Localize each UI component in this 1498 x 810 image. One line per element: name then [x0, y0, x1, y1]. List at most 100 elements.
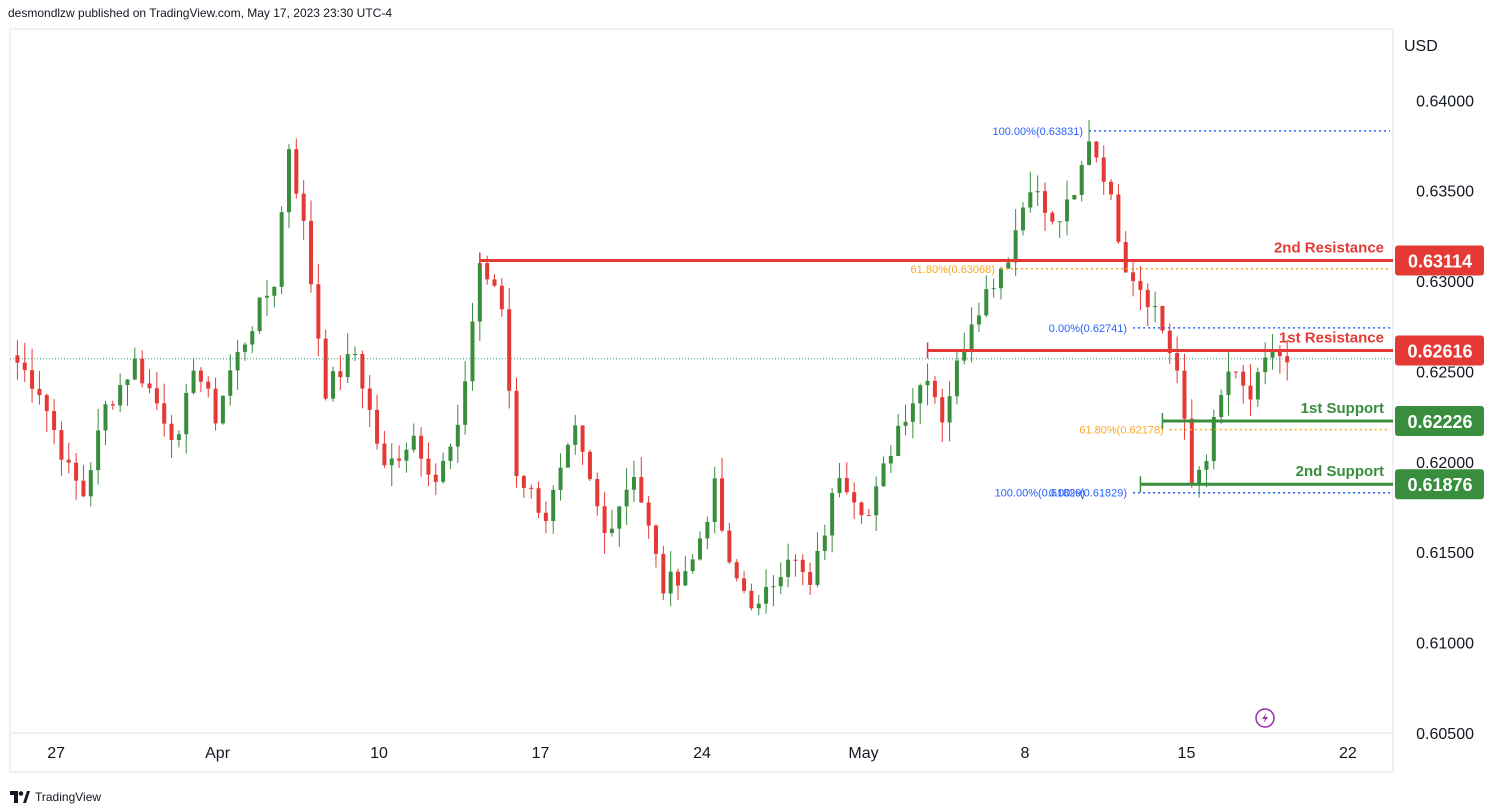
fib-label: 0.00%(0.61829)	[1049, 488, 1127, 500]
flash-icon[interactable]	[1255, 708, 1275, 728]
candle	[250, 326, 255, 354]
fib-level[interactable]: 100.00%(0.63831)	[993, 126, 1390, 138]
candle	[1050, 210, 1055, 225]
candle	[727, 522, 732, 564]
candle	[558, 453, 563, 501]
candle	[1101, 145, 1106, 196]
candle	[866, 509, 871, 517]
candle	[896, 413, 901, 457]
footer[interactable]: TradingView	[10, 790, 101, 804]
candle	[543, 501, 548, 534]
candle	[301, 180, 306, 241]
candle	[397, 445, 402, 468]
price-label-box	[1395, 245, 1484, 276]
candle	[661, 545, 666, 600]
level-2nd-support[interactable]: 2nd Support 0.61876	[1139, 463, 1484, 500]
candle	[653, 524, 658, 568]
price-tick-label: 0.62500	[1416, 364, 1474, 381]
price-label: 0.62226	[1407, 412, 1472, 432]
candle	[514, 377, 519, 488]
candle	[903, 404, 908, 436]
candle	[404, 442, 409, 473]
candle	[411, 423, 416, 453]
fib-level[interactable]: 61.80%(0.62178)	[1079, 425, 1390, 437]
price-tick-label: 0.63500	[1416, 184, 1474, 201]
candle	[815, 532, 820, 588]
candle	[162, 383, 167, 437]
price-tick-label: 0.61500	[1416, 545, 1474, 562]
candle	[22, 342, 27, 382]
candle	[587, 449, 592, 481]
candle	[529, 484, 534, 499]
candle	[96, 408, 101, 485]
candle	[492, 274, 497, 287]
level-name: 2nd Support	[1296, 463, 1384, 480]
time-tick-label: Apr	[205, 745, 231, 762]
candle	[213, 377, 218, 431]
candle	[103, 400, 108, 446]
candle	[793, 554, 798, 577]
time-tick-label: 15	[1178, 745, 1196, 762]
candle	[1079, 161, 1084, 202]
price-label: 0.62616	[1407, 341, 1472, 361]
fib-level[interactable]: 61.80%(0.63068)	[911, 264, 1390, 276]
candle	[800, 554, 805, 586]
candle	[734, 559, 739, 582]
candle	[676, 568, 680, 601]
time-tick-label: 27	[47, 745, 65, 762]
candle	[969, 307, 974, 363]
candle	[441, 452, 446, 484]
time-axis: 27 Apr 10 17 24 May 8 15 22	[47, 745, 1357, 762]
candle	[1043, 182, 1047, 232]
candle	[367, 375, 372, 428]
candle	[984, 275, 989, 318]
candle	[705, 516, 710, 550]
fib-level[interactable]: 0.00%(0.62741)	[1049, 323, 1390, 335]
candle	[1131, 260, 1136, 297]
candle	[521, 474, 526, 498]
candle	[910, 388, 915, 439]
candle	[1241, 364, 1246, 404]
candle	[1065, 180, 1070, 236]
candle	[316, 263, 321, 356]
fib-retracement[interactable]: 100.00%(0.63831) 61.80%(0.63068) 0.00%(0.6…	[911, 126, 1390, 500]
candle	[874, 476, 879, 531]
candle	[764, 569, 769, 614]
candle	[426, 442, 431, 487]
candle	[698, 531, 703, 561]
candle	[602, 491, 607, 554]
candle	[419, 427, 424, 477]
sr-levels[interactable]: 2nd Resistance 0.63114 1st Resistance 0.626…	[479, 239, 1484, 500]
candle	[448, 443, 453, 470]
candle	[331, 366, 336, 402]
candle	[206, 376, 211, 398]
candle	[595, 472, 600, 516]
candle	[852, 482, 857, 519]
candle	[169, 415, 174, 458]
candle	[52, 399, 57, 445]
candle	[389, 443, 394, 487]
level-name: 1st Resistance	[1279, 329, 1384, 346]
candle	[286, 144, 291, 229]
fib-level[interactable]: 100.00%(0.61829)	[995, 488, 1390, 500]
candle	[294, 138, 299, 199]
fib-level[interactable]: 0.00%(0.61829)	[1049, 488, 1390, 500]
candle	[1072, 194, 1077, 200]
candle	[609, 509, 614, 537]
candle	[1255, 367, 1260, 407]
candle	[859, 501, 864, 524]
level-1st-support[interactable]: 1st Support 0.62226	[1161, 400, 1484, 436]
candle	[1248, 364, 1253, 416]
currency-label: USD	[1404, 38, 1438, 55]
candle	[338, 355, 343, 390]
candle	[470, 302, 475, 391]
candle	[279, 206, 284, 295]
candle	[580, 425, 585, 466]
candle	[1094, 140, 1099, 163]
candle	[925, 363, 930, 406]
candle	[220, 395, 225, 425]
level-1st-resistance[interactable]: 1st Resistance 0.62616	[926, 329, 1484, 366]
level-2nd-resistance[interactable]: 2nd Resistance 0.63114	[479, 239, 1484, 276]
candle	[433, 463, 438, 496]
